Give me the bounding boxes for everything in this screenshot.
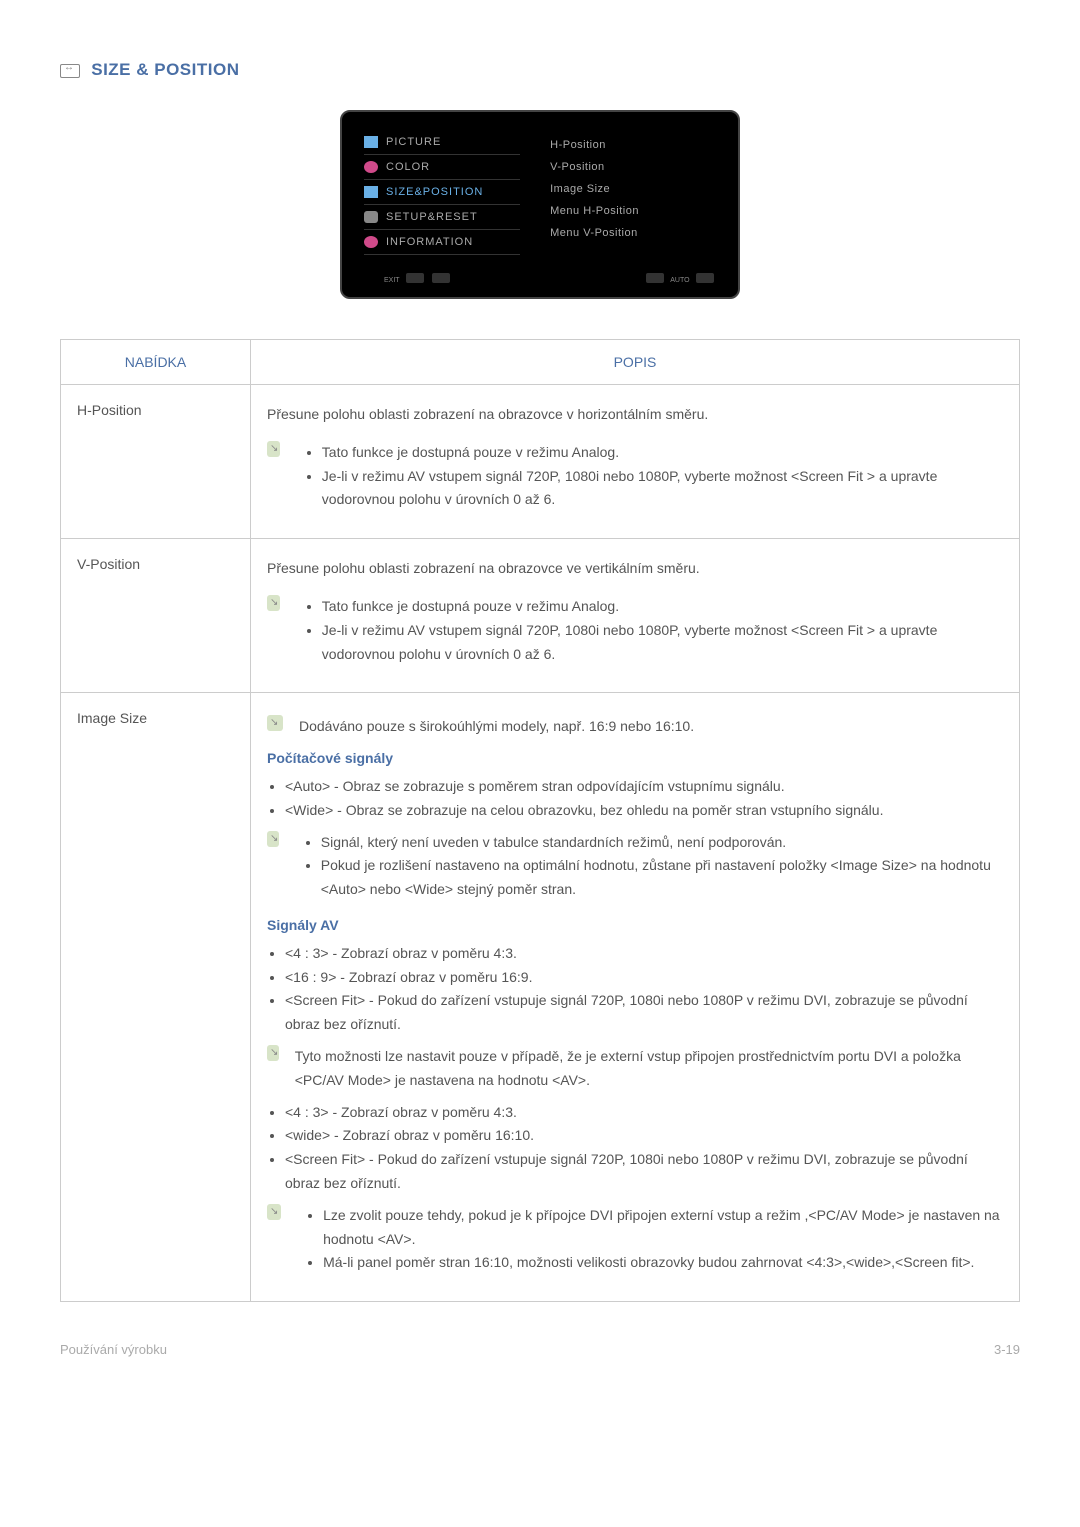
section-title-text: SIZE & POSITION (91, 60, 239, 79)
note-list-item: Tato funkce je dostupná pouze v režimu A… (322, 441, 1003, 465)
list-item: <Auto> - Obraz se zobrazuje s poměrem st… (285, 775, 1003, 799)
note-list-item: Je-li v režimu AV vstupem signál 720P, 1… (322, 465, 1003, 513)
size-position-icon (60, 64, 80, 78)
intro-text: Přesune polohu oblasti zobrazení na obra… (267, 557, 1003, 581)
osd-button-icon (646, 273, 664, 283)
note-text: Dodáváno pouze s širokoúhlými modely, na… (299, 715, 694, 739)
note-list-item: Pokud je rozlišení nastaveno na optimáln… (321, 854, 1003, 902)
osd-menu-icon (364, 136, 378, 148)
note-list-item: Tato funkce je dostupná pouze v režimu A… (322, 595, 1003, 619)
osd-submenu-item: Image Size (550, 178, 716, 200)
osd-menu-item: COLOR (364, 155, 520, 180)
note-list-item: Signál, který není uveden v tabulce stan… (321, 831, 1003, 855)
table-header-desc: POPIS (251, 340, 1020, 385)
settings-table: NABÍDKA POPIS H-Position Přesune polohu o… (60, 339, 1020, 1302)
list-item: <wide> - Zobrazí obraz v poměru 16:10. (285, 1124, 1003, 1148)
table-row: V-Position Přesune polohu oblasti zobraze… (61, 539, 1020, 693)
osd-submenu-item: V-Position (550, 156, 716, 178)
note-icon (267, 831, 279, 847)
note-icon (267, 1204, 281, 1220)
menu-name-cell: Image Size (61, 693, 251, 1302)
list-item: <Screen Fit> - Pokud do zařízení vstupuj… (285, 1148, 1003, 1196)
osd-menu-icon (364, 211, 378, 223)
footer-right: 3-19 (994, 1342, 1020, 1357)
osd-menu-label: INFORMATION (386, 236, 473, 248)
table-row: Image Size Dodáváno pouze s širokoúhlými … (61, 693, 1020, 1302)
table-header-menu: NABÍDKA (61, 340, 251, 385)
description-cell: Dodáváno pouze s širokoúhlými modely, na… (251, 693, 1020, 1302)
note-icon (267, 1045, 279, 1061)
osd-menu-item: SIZE&POSITION (364, 180, 520, 205)
list-item: <Wide> - Obraz se zobrazuje na celou obr… (285, 799, 1003, 823)
description-cell: Přesune polohu oblasti zobrazení na obra… (251, 385, 1020, 539)
osd-menu-label: SETUP&RESET (386, 211, 478, 223)
osd-right-menu: H-PositionV-PositionImage SizeMenu H-Pos… (550, 130, 716, 255)
list-item: <4 : 3> - Zobrazí obraz v poměru 4:3. (285, 942, 1003, 966)
subheading: Signály AV (267, 914, 1003, 938)
osd-exit-label: EXIT (384, 277, 400, 284)
osd-menu-icon (364, 161, 378, 173)
table-row: H-Position Přesune polohu oblasti zobraze… (61, 385, 1020, 539)
osd-button-icon (432, 273, 450, 283)
osd-submenu-item: Menu V-Position (550, 222, 716, 244)
note-text: Tyto možnosti lze nastavit pouze v přípa… (295, 1045, 1003, 1093)
osd-menu-label: PICTURE (386, 136, 441, 148)
osd-button-icon (696, 273, 714, 283)
description-cell: Přesune polohu oblasti zobrazení na obra… (251, 539, 1020, 693)
note-icon (267, 595, 280, 611)
intro-text: Přesune polohu oblasti zobrazení na obra… (267, 403, 1003, 427)
footer-left: Používání výrobku (60, 1342, 167, 1357)
osd-auto-label: AUTO (670, 277, 689, 284)
menu-name-cell: H-Position (61, 385, 251, 539)
list-item: <Screen Fit> - Pokud do zařízení vstupuj… (285, 989, 1003, 1037)
osd-screenshot: PICTURE COLOR SIZE&POSITION SETUP&RESET INFO… (60, 110, 1020, 299)
note-icon (267, 441, 280, 457)
note-list-item: Lze zvolit pouze tehdy, pokud je k přípo… (323, 1204, 1003, 1252)
osd-menu-item: SETUP&RESET (364, 205, 520, 230)
section-title: SIZE & POSITION (60, 60, 1020, 80)
osd-button-icon (406, 273, 424, 283)
subheading: Počítačové signály (267, 747, 1003, 771)
menu-name-cell: V-Position (61, 539, 251, 693)
osd-submenu-item: H-Position (550, 134, 716, 156)
list-item: <16 : 9> - Zobrazí obraz v poměru 16:9. (285, 966, 1003, 990)
page-footer: Používání výrobku 3-19 (0, 1342, 1080, 1387)
osd-menu-icon (364, 186, 378, 198)
osd-submenu-item: Menu H-Position (550, 200, 716, 222)
osd-menu-label: COLOR (386, 161, 430, 173)
note-icon (267, 715, 283, 731)
list-item: <4 : 3> - Zobrazí obraz v poměru 4:3. (285, 1101, 1003, 1125)
note-list-item: Je-li v režimu AV vstupem signál 720P, 1… (322, 619, 1003, 667)
osd-menu-item: INFORMATION (364, 230, 520, 255)
osd-menu-icon (364, 236, 378, 248)
note-list-item: Má-li panel poměr stran 16:10, možnosti … (323, 1251, 1003, 1275)
osd-menu-label: SIZE&POSITION (386, 186, 483, 198)
osd-left-menu: PICTURE COLOR SIZE&POSITION SETUP&RESET INFO… (364, 130, 520, 255)
osd-footer: EXIT AUTO (364, 269, 716, 287)
osd-menu-item: PICTURE (364, 130, 520, 155)
